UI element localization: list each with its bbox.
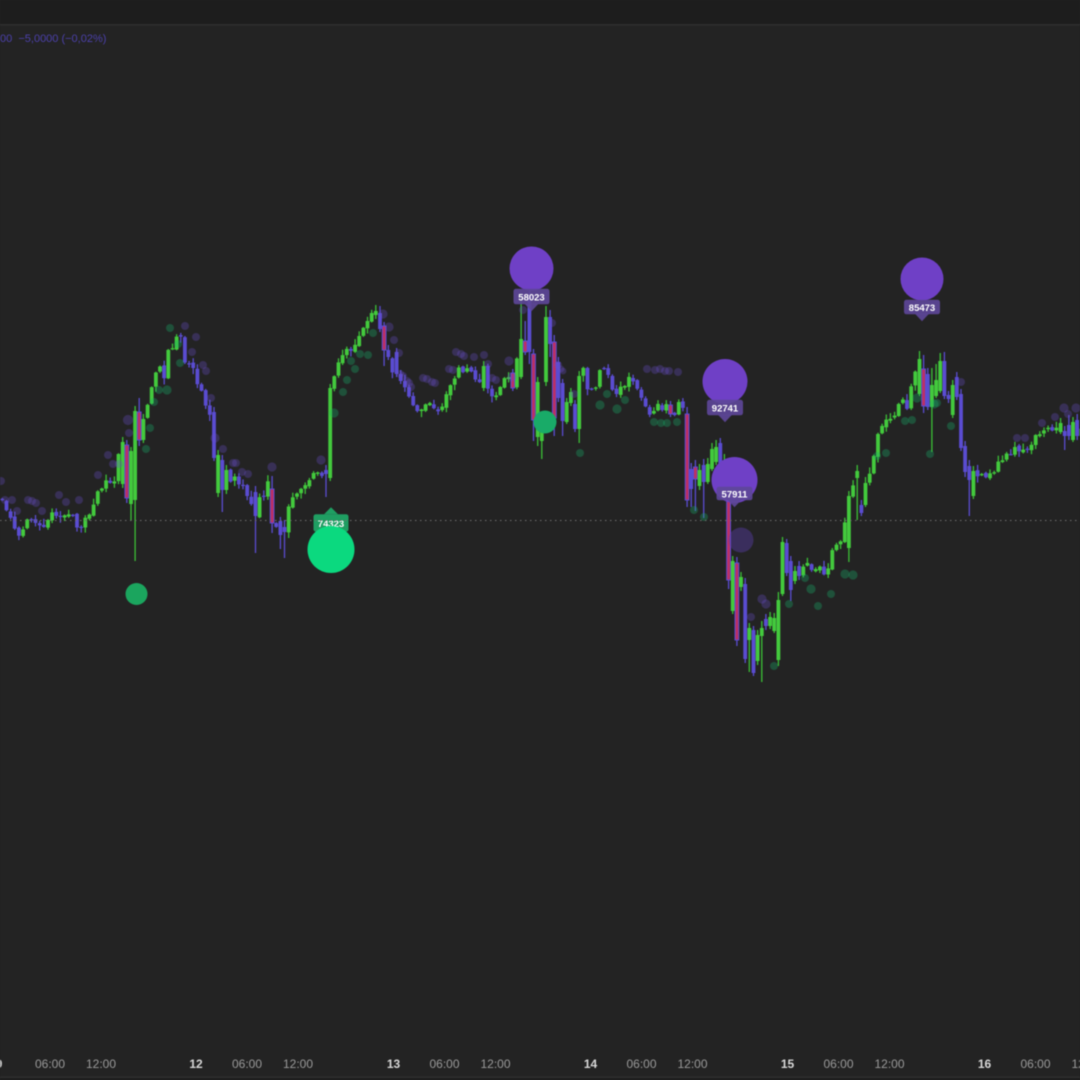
svg-text:12:00: 12:00 (480, 1057, 510, 1071)
svg-text:12:00: 12:00 (1071, 1057, 1080, 1071)
svg-text:58023: 58023 (518, 292, 544, 303)
svg-text:06:00: 06:00 (1020, 1057, 1050, 1071)
svg-text:15: 15 (781, 1057, 795, 1071)
svg-text:85473: 85473 (909, 303, 935, 314)
svg-text:9: 9 (0, 1057, 3, 1071)
svg-text:57911: 57911 (722, 489, 749, 500)
svg-text:06:00: 06:00 (35, 1057, 65, 1071)
svg-text:00 −5,0000 (−0,02%): 00 −5,0000 (−0,02%) (0, 33, 106, 45)
svg-text:74323: 74323 (318, 519, 344, 530)
svg-text:12:00: 12:00 (86, 1057, 116, 1071)
svg-text:12:00: 12:00 (283, 1057, 313, 1071)
svg-text:92741: 92741 (712, 403, 739, 414)
svg-text:12:00: 12:00 (677, 1057, 707, 1071)
svg-text:12: 12 (189, 1057, 203, 1071)
svg-text:13: 13 (387, 1057, 401, 1071)
svg-text:14: 14 (584, 1057, 598, 1071)
svg-text:06:00: 06:00 (823, 1057, 853, 1071)
svg-text:12:00: 12:00 (874, 1057, 904, 1071)
svg-text:06:00: 06:00 (429, 1057, 459, 1071)
svg-text:16: 16 (978, 1057, 992, 1071)
svg-text:06:00: 06:00 (626, 1057, 656, 1071)
svg-text:06:00: 06:00 (232, 1057, 262, 1071)
